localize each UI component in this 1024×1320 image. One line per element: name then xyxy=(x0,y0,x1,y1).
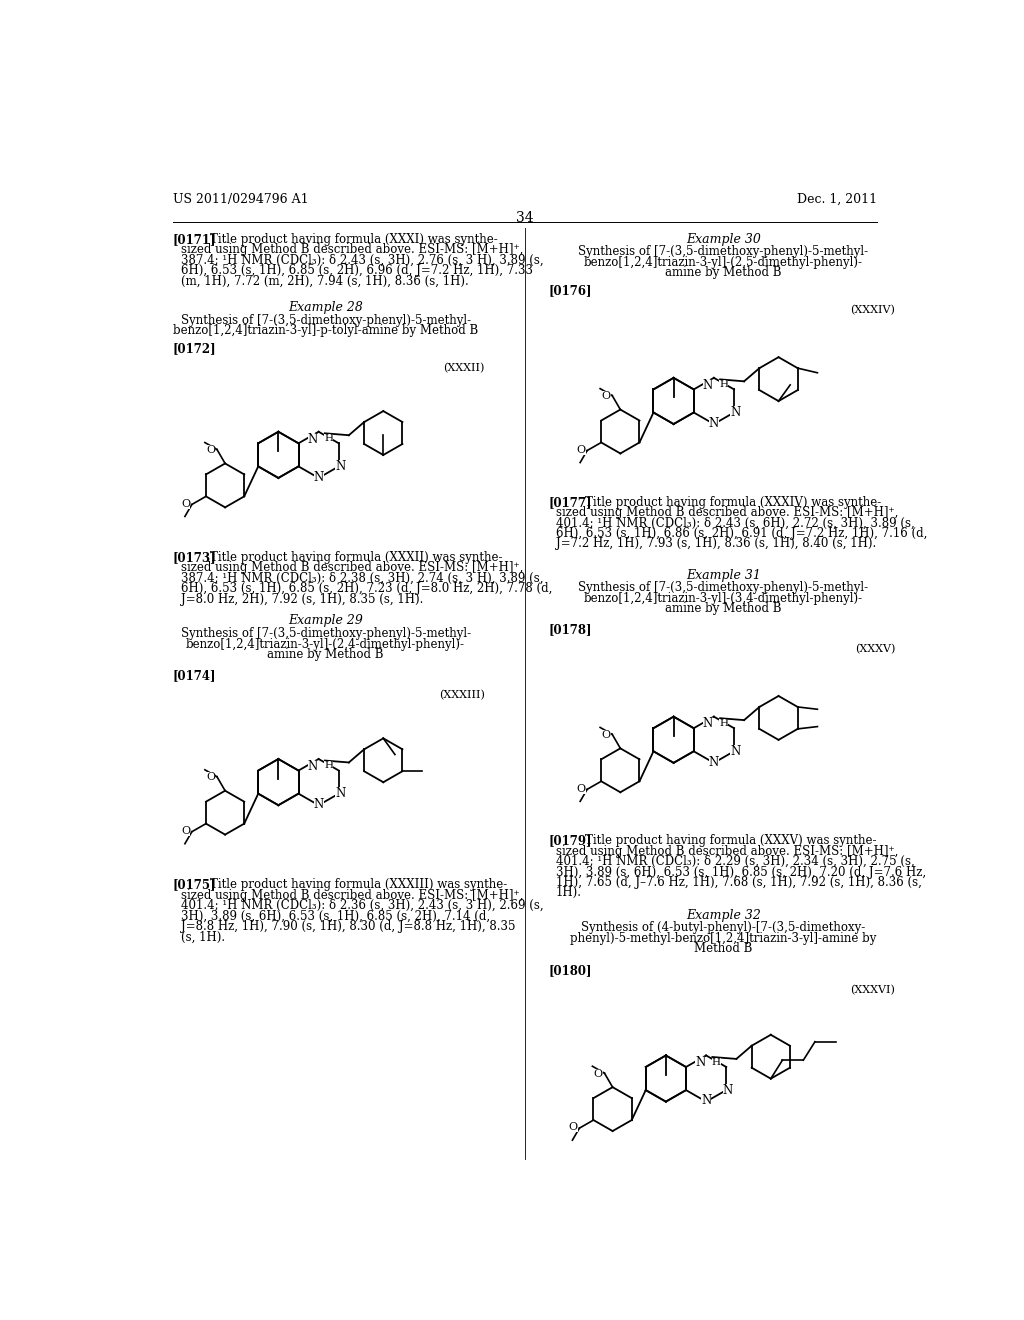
Text: Title product having formula (XXXI) was synthe-: Title product having formula (XXXI) was … xyxy=(210,234,498,246)
Text: US 2011/0294796 A1: US 2011/0294796 A1 xyxy=(173,193,308,206)
Text: [0174]: [0174] xyxy=(173,669,216,682)
Text: [0179]: [0179] xyxy=(548,834,592,847)
Text: Example 29: Example 29 xyxy=(288,614,364,627)
Text: (XXXII): (XXXII) xyxy=(443,363,484,372)
Text: (XXXIV): (XXXIV) xyxy=(850,305,895,315)
Text: N: N xyxy=(730,744,740,758)
Text: [0177]: [0177] xyxy=(548,496,592,508)
Text: Title product having formula (XXXIII) was synthe-: Title product having formula (XXXIII) wa… xyxy=(210,878,508,891)
Text: O: O xyxy=(568,1122,578,1133)
Text: amine by Method B: amine by Method B xyxy=(665,267,781,280)
Text: [0176]: [0176] xyxy=(548,284,592,297)
Text: 401.4; ¹H NMR (CDCl₃): δ 2.29 (s, 3H), 2.34 (s, 3H), 2.75 (s,: 401.4; ¹H NMR (CDCl₃): δ 2.29 (s, 3H), 2… xyxy=(556,855,914,869)
Text: (XXXV): (XXXV) xyxy=(855,644,895,653)
Text: Synthesis of [7-(3,5-dimethoxy-phenyl)-5-methyl-: Synthesis of [7-(3,5-dimethoxy-phenyl)-5… xyxy=(579,246,868,259)
Text: 3H), 3.89 (s, 6H), 6.53 (s, 1H), 6.85 (s, 2H), 7.20 (d, J=7.6 Hz,: 3H), 3.89 (s, 6H), 6.53 (s, 1H), 6.85 (s… xyxy=(556,866,926,879)
Text: H: H xyxy=(324,762,333,771)
Text: [0171]: [0171] xyxy=(173,234,216,246)
Text: (XXXIII): (XXXIII) xyxy=(438,689,484,700)
Text: J=7.2 Hz, 1H), 7.93 (s, 1H), 8.36 (s, 1H), 8.40 (s, 1H).: J=7.2 Hz, 1H), 7.93 (s, 1H), 8.36 (s, 1H… xyxy=(556,537,877,550)
Text: N: N xyxy=(709,755,719,768)
Text: benzo[1,2,4]triazin-3-yl]-(2,4-dimethyl-phenyl)-: benzo[1,2,4]triazin-3-yl]-(2,4-dimethyl-… xyxy=(186,638,465,651)
Text: sized using Method B described above. ESI-MS: [M+H]⁺,: sized using Method B described above. ES… xyxy=(180,888,523,902)
Text: [0178]: [0178] xyxy=(548,623,592,636)
Text: Example 28: Example 28 xyxy=(288,301,364,314)
Text: N: N xyxy=(730,407,740,418)
Text: 1H), 7.65 (d, J–7.6 Hz, 1H), 7.68 (s, 1H), 7.92 (s, 1H), 8.36 (s,: 1H), 7.65 (d, J–7.6 Hz, 1H), 7.68 (s, 1H… xyxy=(556,876,922,890)
Text: (XXXVI): (XXXVI) xyxy=(850,985,895,995)
Text: Method B: Method B xyxy=(694,942,753,956)
Text: [0180]: [0180] xyxy=(548,965,592,978)
Text: Synthesis of [7-(3,5-dimethoxy-phenyl)-5-methyl-: Synthesis of [7-(3,5-dimethoxy-phenyl)-5… xyxy=(180,314,471,327)
Text: [0175]: [0175] xyxy=(173,878,216,891)
Text: O: O xyxy=(181,826,190,836)
Text: N: N xyxy=(709,417,719,430)
Text: N: N xyxy=(723,1084,733,1097)
Text: Example 31: Example 31 xyxy=(686,569,761,582)
Text: sized using Method B described above. ESI-MS: [M+H]⁺,: sized using Method B described above. ES… xyxy=(180,561,523,574)
Text: N: N xyxy=(695,1056,706,1069)
Text: [0172]: [0172] xyxy=(173,342,216,355)
Text: 6H), 6.53 (s, 1H), 6.85 (s, 2H), 7.23 (d, J=8.0 Hz, 2H), 7.78 (d,: 6H), 6.53 (s, 1H), 6.85 (s, 2H), 7.23 (d… xyxy=(180,582,552,595)
Text: Synthesis of [7-(3,5-dimethoxy-phenyl)-5-methyl-: Synthesis of [7-(3,5-dimethoxy-phenyl)-5… xyxy=(180,627,471,640)
Text: N: N xyxy=(702,718,713,730)
Text: benzo[1,2,4]triazin-3-yl]-p-tolyl-amine by Method B: benzo[1,2,4]triazin-3-yl]-p-tolyl-amine … xyxy=(173,325,478,338)
Text: N: N xyxy=(702,379,713,392)
Text: H: H xyxy=(324,434,333,444)
Text: O: O xyxy=(181,499,190,508)
Text: sized using Method B described above. ESI-MS: [M+H]⁺,: sized using Method B described above. ES… xyxy=(180,243,523,256)
Text: Dec. 1, 2011: Dec. 1, 2011 xyxy=(797,193,877,206)
Text: Synthesis of [7-(3,5-dimethoxy-phenyl)-5-methyl-: Synthesis of [7-(3,5-dimethoxy-phenyl)-5… xyxy=(579,581,868,594)
Text: amine by Method B: amine by Method B xyxy=(267,648,384,661)
Text: O: O xyxy=(601,730,610,741)
Text: 387.4; ¹H NMR (CDCl₃): δ 2.43 (s, 3H), 2.76 (s, 3 H), 3.89 (s,: 387.4; ¹H NMR (CDCl₃): δ 2.43 (s, 3H), 2… xyxy=(180,253,544,267)
Text: H: H xyxy=(719,380,728,389)
Text: phenyl)-5-methyl-benzo[1,2,4]triazin-3-yl]-amine by: phenyl)-5-methyl-benzo[1,2,4]triazin-3-y… xyxy=(570,932,877,945)
Text: J=8.0 Hz, 2H), 7.92 (s, 1H), 8.35 (s, 1H).: J=8.0 Hz, 2H), 7.92 (s, 1H), 8.35 (s, 1H… xyxy=(180,593,423,606)
Text: N: N xyxy=(307,760,317,772)
Text: O: O xyxy=(206,445,215,455)
Text: Title product having formula (XXXII) was synthe-: Title product having formula (XXXII) was… xyxy=(210,552,503,564)
Text: O: O xyxy=(206,772,215,783)
Text: 6H), 6.53 (s, 1H), 6.85 (s, 2H), 6.96 (d, J=7.2 Hz, 1H), 7.33: 6H), 6.53 (s, 1H), 6.85 (s, 2H), 6.96 (d… xyxy=(180,264,532,277)
Text: N: N xyxy=(313,471,324,483)
Text: sized using Method B described above. ESI-MS: [M+H]⁺,: sized using Method B described above. ES… xyxy=(556,845,898,858)
Text: N: N xyxy=(313,797,324,810)
Text: 6H), 6.53 (s, 1H), 6.86 (s, 2H), 6.91 (d, J=7.2 Hz, 1H), 7.16 (d,: 6H), 6.53 (s, 1H), 6.86 (s, 2H), 6.91 (d… xyxy=(556,527,927,540)
Text: O: O xyxy=(577,445,586,455)
Text: 34: 34 xyxy=(516,211,534,224)
Text: (s, 1H).: (s, 1H). xyxy=(180,931,225,944)
Text: sized using Method B described above. ESI-MS: [M+H]⁺,: sized using Method B described above. ES… xyxy=(556,506,898,519)
Text: N: N xyxy=(335,459,345,473)
Text: 1H).: 1H). xyxy=(556,887,582,899)
Text: N: N xyxy=(307,433,317,446)
Text: Title product having formula (XXXV) was synthe-: Title product having formula (XXXV) was … xyxy=(586,834,877,847)
Text: O: O xyxy=(577,784,586,793)
Text: 401.4; ¹H NMR (CDCl₃): δ 2.43 (s, 6H), 2.72 (s, 3H), 3.89 (s,: 401.4; ¹H NMR (CDCl₃): δ 2.43 (s, 6H), 2… xyxy=(556,516,914,529)
Text: N: N xyxy=(335,787,345,800)
Text: O: O xyxy=(601,391,610,401)
Text: benzo[1,2,4]triazin-3-yl]-(3,4-dimethyl-phenyl)-: benzo[1,2,4]triazin-3-yl]-(3,4-dimethyl-… xyxy=(584,591,863,605)
Text: amine by Method B: amine by Method B xyxy=(665,602,781,615)
Text: 387.4; ¹H NMR (CDCl₃): δ 2.38 (s, 3H), 2.74 (s, 3 H), 3.89 (s,: 387.4; ¹H NMR (CDCl₃): δ 2.38 (s, 3H), 2… xyxy=(180,572,543,585)
Text: 401.4; ¹H NMR (CDCl₃): δ 2.36 (s, 3H), 2.43 (s, 3 H), 2.69 (s,: 401.4; ¹H NMR (CDCl₃): δ 2.36 (s, 3H), 2… xyxy=(180,899,544,912)
Text: 3H), 3.89 (s, 6H), 6.53 (s, 1H), 6.85 (s, 2H), 7.14 (d,: 3H), 3.89 (s, 6H), 6.53 (s, 1H), 6.85 (s… xyxy=(180,909,489,923)
Text: [0173]: [0173] xyxy=(173,552,216,564)
Text: Title product having formula (XXXIV) was synthe-: Title product having formula (XXXIV) was… xyxy=(586,496,882,508)
Text: (m, 1H), 7.72 (m, 2H), 7.94 (s, 1H), 8.36 (s, 1H).: (m, 1H), 7.72 (m, 2H), 7.94 (s, 1H), 8.3… xyxy=(180,275,468,288)
Text: N: N xyxy=(701,1094,712,1107)
Text: H: H xyxy=(712,1057,721,1067)
Text: Example 30: Example 30 xyxy=(686,234,761,246)
Text: H: H xyxy=(719,719,728,727)
Text: Example 32: Example 32 xyxy=(686,909,761,923)
Text: benzo[1,2,4]triazin-3-yl]-(2,5-dimethyl-phenyl)-: benzo[1,2,4]triazin-3-yl]-(2,5-dimethyl-… xyxy=(584,256,862,269)
Text: J=8.8 Hz, 1H), 7.90 (s, 1H), 8.30 (d, J=8.8 Hz, 1H), 8.35: J=8.8 Hz, 1H), 7.90 (s, 1H), 8.30 (d, J=… xyxy=(180,920,515,933)
Text: Synthesis of (4-butyl-phenyl)-[7-(3,5-dimethoxy-: Synthesis of (4-butyl-phenyl)-[7-(3,5-di… xyxy=(581,921,865,935)
Text: O: O xyxy=(594,1069,603,1078)
